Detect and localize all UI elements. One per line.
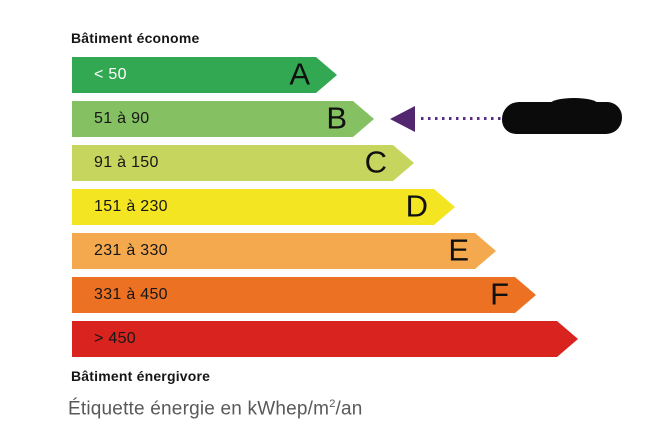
band-range-label: 331 à 450 — [94, 286, 168, 303]
band-range-label: 151 à 230 — [94, 198, 168, 215]
dotted-leader-line — [421, 117, 501, 120]
band-range-label: < 50 — [94, 66, 127, 83]
top-axis-label: Bâtiment économe — [71, 30, 200, 46]
chart-caption: Étiquette énergie en kWhep/m2/an — [68, 398, 363, 420]
band-range-label: 91 à 150 — [94, 154, 159, 171]
band-range-label: 231 à 330 — [94, 242, 168, 259]
redacted-value-blob — [502, 98, 622, 134]
energy-band-f: 331 à 450 F — [72, 277, 536, 313]
caption-superscript: 2 — [329, 398, 336, 410]
bottom-axis-label: Bâtiment énergivore — [71, 368, 211, 384]
band-letter: A — [289, 56, 310, 92]
energy-scale: < 50 A 51 à 90 B 91 à 150 C 151 à 230 D … — [72, 57, 578, 365]
band-letter: F — [490, 276, 509, 312]
energy-band-e: 231 à 330 E — [72, 233, 496, 269]
caption-suffix: /an — [335, 398, 363, 420]
band-letter: D — [405, 188, 428, 224]
caption-prefix: Étiquette énergie en kWhep/m — [68, 398, 330, 420]
energy-band-a: < 50 A — [72, 57, 337, 93]
band-range-label: > 450 — [94, 330, 136, 347]
band-letter: C — [364, 144, 387, 180]
energy-band-c: 91 à 150 C — [72, 145, 414, 181]
energy-band-g: > 450 — [72, 321, 578, 357]
band-letter: B — [326, 100, 347, 136]
energy-band-d: 151 à 230 D — [72, 189, 455, 225]
energy-band-b: 51 à 90 B — [72, 101, 374, 137]
band-letter: E — [448, 232, 469, 268]
selected-band-arrow-icon — [390, 106, 415, 132]
band-range-label: 51 à 90 — [94, 110, 150, 127]
